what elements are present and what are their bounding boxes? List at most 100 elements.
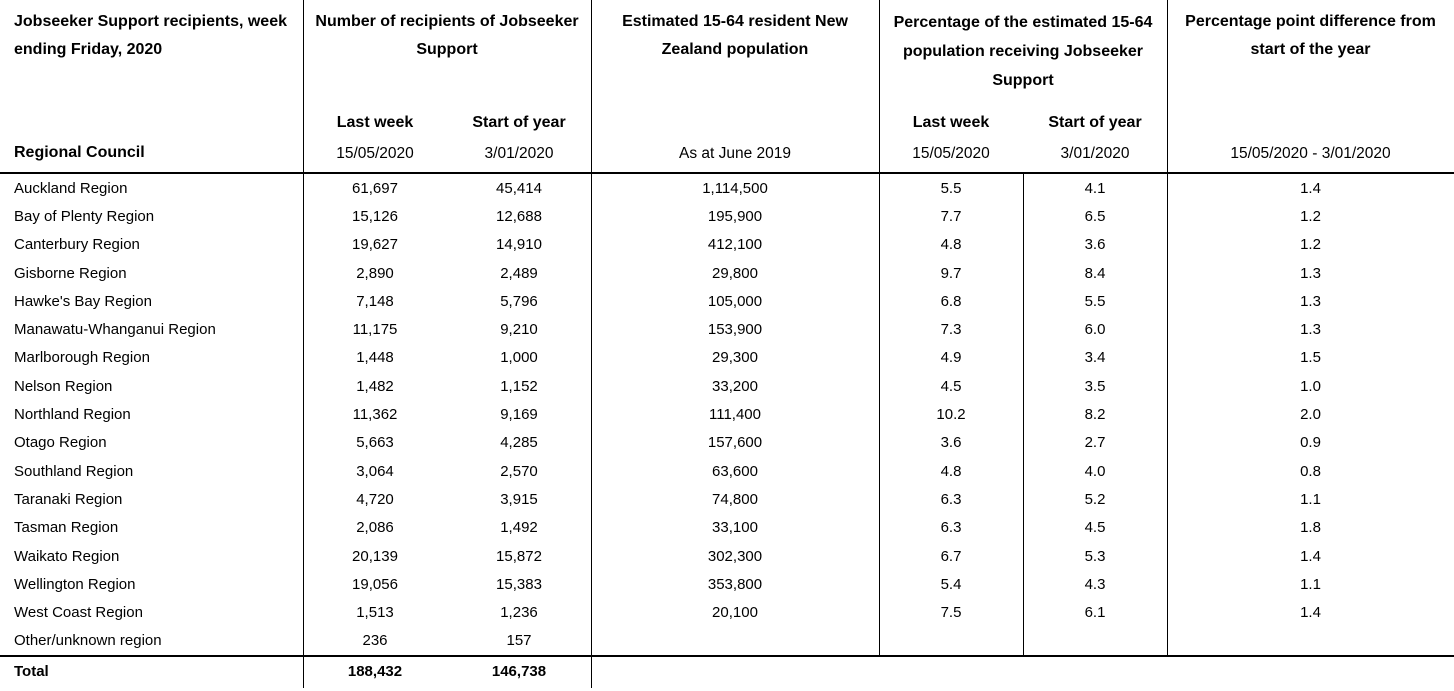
value-cell: 8.2 — [1084, 406, 1106, 424]
total-value-last-week: 188,432 — [347, 662, 403, 680]
date-percentage-last-week: 15/05/2020 — [912, 145, 990, 162]
value-cell: 1.2 — [1300, 207, 1321, 225]
total-separator-line — [0, 655, 1454, 657]
value-cell: 2,489 — [500, 264, 538, 282]
region-name: Tasman Region — [14, 519, 119, 537]
region-name: Nelson Region — [14, 377, 113, 395]
region-name: Canterbury Region — [14, 236, 140, 254]
value-cell: 0.8 — [1300, 462, 1321, 480]
table-row: Manawatu-Whanganui Region 11,175 9,210 153,… — [0, 315, 1454, 343]
group-header-percentage: Percentage of the estimated 15-64 popula… — [893, 14, 1153, 89]
value-cell: 5.5 — [940, 179, 962, 197]
table-row: Marlborough Region 1,448 1,000 29,300 4.9 3.4… — [0, 344, 1454, 372]
value-cell: 15,872 — [496, 547, 542, 565]
table-row: Other/unknown region 236 157 — [0, 627, 1454, 655]
table-row: Canterbury Region 19,627 14,910 412,100 4.8 3… — [0, 231, 1454, 259]
value-cell: 5.3 — [1084, 547, 1106, 565]
region-name: Manawatu-Whanganui Region — [14, 321, 216, 339]
value-cell: 2,570 — [500, 462, 538, 480]
value-cell: 15,126 — [352, 207, 398, 225]
value-cell: 4.3 — [1084, 575, 1106, 593]
region-name: Wellington Region — [14, 575, 136, 593]
value-cell: 6.7 — [940, 547, 962, 565]
value-cell: 4.9 — [940, 349, 962, 367]
header-separator-line — [0, 172, 1454, 174]
value-cell: 1.4 — [1300, 179, 1321, 197]
subheader-percentage-start-of-year: Start of year — [1023, 112, 1167, 134]
value-cell: 1.5 — [1300, 349, 1321, 367]
value-cell: 3.5 — [1084, 377, 1106, 395]
value-cell: 111,400 — [709, 406, 761, 424]
divider-region-recipients — [303, 0, 304, 688]
subheader-recipients-last-week: Last week — [303, 112, 447, 134]
value-cell: 20,139 — [352, 547, 398, 565]
value-cell: 4.8 — [940, 462, 962, 480]
value-cell: 7.5 — [940, 604, 962, 622]
value-cell: 4.8 — [940, 236, 962, 254]
value-cell: 7.3 — [940, 321, 962, 339]
value-cell: 1.1 — [1300, 575, 1321, 593]
group-header-difference: Percentage point difference from start o… — [1185, 13, 1436, 58]
value-cell: 4,720 — [356, 490, 394, 508]
region-name: Southland Region — [14, 462, 134, 480]
region-name: Waikato Region — [14, 547, 120, 565]
value-cell: 1,492 — [500, 519, 538, 537]
value-cell: 157 — [506, 632, 532, 650]
value-cell: 157,600 — [707, 434, 763, 452]
value-cell: 4.5 — [1084, 519, 1106, 537]
table-row: Southland Region 3,064 2,570 63,600 4.8 4.0 0.… — [0, 457, 1454, 485]
value-cell: 4.0 — [1084, 462, 1106, 480]
value-cell: 1.3 — [1300, 321, 1321, 339]
value-cell: 1,482 — [356, 377, 394, 395]
value-cell: 2,086 — [356, 519, 394, 537]
value-cell: 353,800 — [707, 575, 763, 593]
value-cell: 8.4 — [1084, 264, 1106, 282]
value-cell: 20,100 — [712, 604, 758, 622]
table-row: Hawke's Bay Region 7,148 5,796 105,000 6.8 5.… — [0, 287, 1454, 315]
value-cell: 4.1 — [1084, 179, 1106, 197]
table-row: Gisborne Region 2,890 2,489 29,800 9.7 8.4 1.3 — [0, 259, 1454, 287]
value-cell: 14,910 — [496, 236, 542, 254]
divider-percentage-columns — [1023, 172, 1024, 655]
value-cell: 5,663 — [356, 434, 394, 452]
subheader-recipients-start-of-year: Start of year — [447, 112, 591, 134]
value-cell: 6.0 — [1084, 321, 1106, 339]
value-cell: 9.7 — [940, 264, 962, 282]
table-row: Tasman Region 2,086 1,492 33,100 6.3 4.5 1.8 — [0, 514, 1454, 542]
value-cell: 33,100 — [712, 519, 758, 537]
value-cell: 7,148 — [356, 292, 394, 310]
value-cell: 9,169 — [500, 406, 538, 424]
region-name: Marlborough Region — [14, 349, 150, 367]
value-cell: 5.4 — [940, 575, 962, 593]
table-body: Auckland Region 61,697 45,414 1,114,500 5.5 4… — [0, 174, 1454, 655]
region-name: West Coast Region — [14, 604, 143, 622]
region-name: Bay of Plenty Region — [14, 207, 155, 225]
value-cell: 1.4 — [1300, 547, 1321, 565]
value-cell: 1,114,500 — [702, 179, 768, 197]
total-label: Total — [14, 662, 49, 680]
date-difference: 15/05/2020 - 3/01/2020 — [1230, 145, 1391, 162]
value-cell: 12,688 — [496, 207, 542, 225]
table-row: Auckland Region 61,697 45,414 1,114,500 5.5 4… — [0, 174, 1454, 202]
date-recipients-start-of-year: 3/01/2020 — [484, 145, 554, 162]
region-name: Gisborne Region — [14, 264, 127, 282]
value-cell: 61,697 — [352, 179, 398, 197]
value-cell: 2.0 — [1300, 406, 1321, 424]
value-cell: 3.6 — [940, 434, 962, 452]
value-cell: 4.5 — [940, 377, 962, 395]
table-row: Otago Region 5,663 4,285 157,600 3.6 2.7 0.9 — [0, 429, 1454, 457]
value-cell: 15,383 — [496, 575, 542, 593]
value-cell: 0.9 — [1300, 434, 1321, 452]
total-row: Total 188,432 146,738 — [0, 657, 1454, 685]
value-cell: 19,056 — [352, 575, 398, 593]
value-cell: 19,627 — [352, 236, 398, 254]
table-title: Jobseeker Support recipients, week endin… — [14, 13, 287, 58]
table-row: Nelson Region 1,482 1,152 33,200 4.5 3.5 1.0 — [0, 372, 1454, 400]
value-cell: 63,600 — [712, 462, 758, 480]
value-cell: 4,285 — [500, 434, 538, 452]
value-cell: 29,800 — [712, 264, 758, 282]
value-cell: 3.6 — [1084, 236, 1106, 254]
row-header-label: Regional Council — [14, 144, 145, 161]
value-cell: 1.4 — [1300, 604, 1321, 622]
